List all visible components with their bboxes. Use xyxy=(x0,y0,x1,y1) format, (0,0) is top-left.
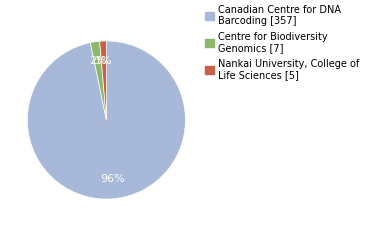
Text: 2%: 2% xyxy=(89,56,107,66)
Text: 1%: 1% xyxy=(95,56,113,66)
Legend: Canadian Centre for DNA
Barcoding [357], Centre for Biodiversity
Genomics [7], N: Canadian Centre for DNA Barcoding [357],… xyxy=(205,5,359,80)
Wedge shape xyxy=(90,41,106,120)
Wedge shape xyxy=(27,41,185,199)
Wedge shape xyxy=(100,41,106,120)
Text: 96%: 96% xyxy=(100,174,125,184)
